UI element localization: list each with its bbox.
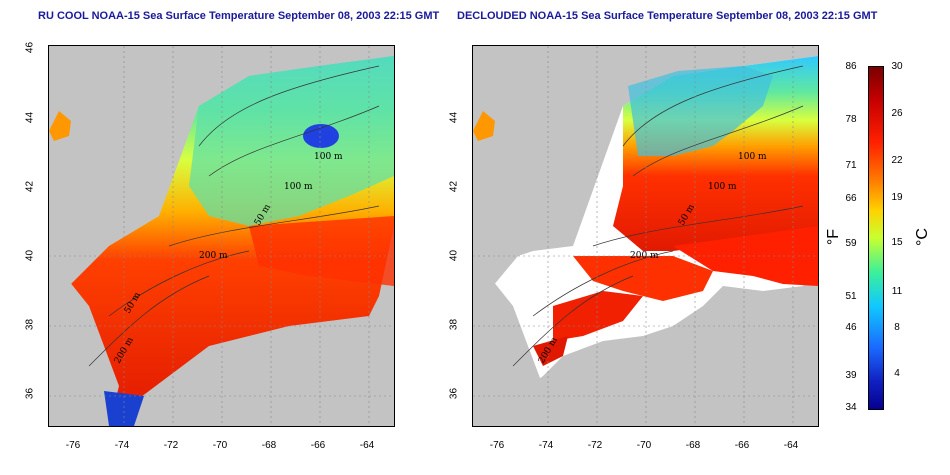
contour-label: 200 m [630, 251, 659, 261]
declouded-sst-map: 100 m 100 m 50 m 200 m 200 m [472, 45, 819, 427]
x-tick-label: -76 [489, 440, 505, 451]
declouded-sst-map-image: 100 m 100 m 50 m 200 m 200 m [473, 46, 818, 426]
y-tick-label: 42 [24, 180, 36, 193]
contour-label: 100 m [708, 182, 737, 192]
x-tick-label: -68 [261, 440, 277, 451]
fahrenheit-tick: 66 [845, 193, 857, 204]
y-tick-label: 44 [24, 111, 36, 124]
celsius-tick: 8 [894, 322, 900, 333]
x-tick-label: -64 [359, 440, 375, 451]
contour-label: 100 m [284, 182, 313, 192]
y-tick-label: 38 [448, 318, 460, 331]
x-tick-label: -64 [783, 440, 799, 451]
celsius-tick: 22 [891, 155, 903, 166]
fahrenheit-tick: 46 [845, 322, 857, 333]
fahrenheit-tick: 34 [845, 402, 857, 413]
fahrenheit-tick: 86 [845, 61, 857, 72]
y-tick-label: 44 [448, 111, 460, 124]
y-tick-label: 40 [448, 249, 460, 262]
fahrenheit-tick: 51 [845, 291, 857, 302]
contour-label: 200 m [199, 251, 228, 261]
contour-label: 100 m [738, 152, 767, 162]
celsius-tick: 26 [891, 108, 903, 119]
temperature-colorbar [868, 66, 884, 410]
celsius-tick: 19 [891, 192, 903, 203]
y-tick-label: 36 [24, 387, 36, 400]
x-tick-label: -66 [734, 440, 750, 451]
y-tick-label: 36 [448, 387, 460, 400]
x-tick-label: -66 [310, 440, 326, 451]
x-tick-label: -70 [212, 440, 228, 451]
y-tick-label: 46 [24, 41, 36, 54]
x-tick-label: -72 [163, 440, 179, 451]
raw-sst-map-image: 100 m 100 m 50 m 200 m 50 m 200 m [49, 46, 394, 426]
left-map-title: RU COOL NOAA-15 Sea Surface Temperature … [38, 10, 440, 22]
y-tick-label: 42 [448, 180, 460, 193]
celsius-tick: 15 [891, 237, 903, 248]
fahrenheit-unit: °F [825, 228, 843, 246]
y-tick-label: 40 [24, 249, 36, 262]
fahrenheit-tick: 78 [845, 114, 857, 125]
celsius-tick: 11 [891, 286, 903, 297]
x-tick-label: -68 [685, 440, 701, 451]
celsius-tick: 30 [891, 61, 903, 72]
x-tick-label: -74 [114, 440, 130, 451]
y-tick-label: 38 [24, 318, 36, 331]
x-tick-label: -72 [587, 440, 603, 451]
contour-label: 100 m [314, 152, 343, 162]
right-map-title: DECLOUDED NOAA-15 Sea Surface Temperatur… [457, 10, 878, 22]
celsius-unit: °C [913, 228, 931, 246]
x-tick-label: -74 [538, 440, 554, 451]
x-tick-label: -76 [65, 440, 81, 451]
x-tick-label: -70 [636, 440, 652, 451]
fahrenheit-tick: 71 [845, 160, 857, 171]
celsius-tick: 4 [894, 368, 900, 379]
fahrenheit-tick: 39 [845, 370, 857, 381]
fahrenheit-tick: 59 [845, 238, 857, 249]
raw-sst-map: 100 m 100 m 50 m 200 m 50 m 200 m [48, 45, 395, 427]
